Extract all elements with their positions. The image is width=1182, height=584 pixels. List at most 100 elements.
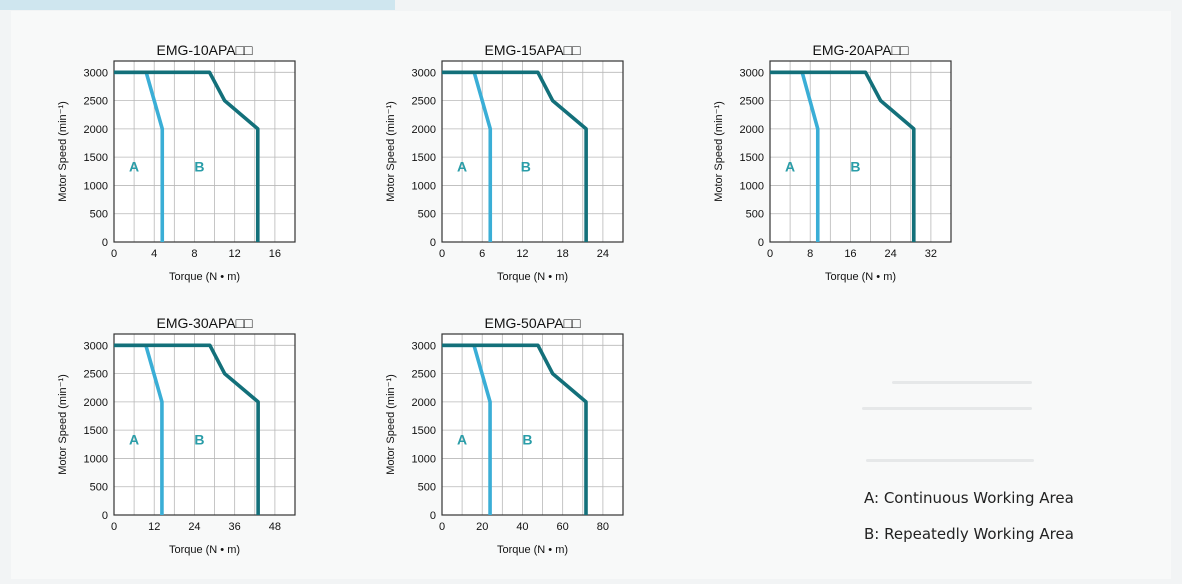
y-tick-label: 2000 bbox=[84, 124, 108, 136]
y-tick-label: 1000 bbox=[740, 180, 764, 192]
plot-background bbox=[114, 334, 295, 515]
x-tick-label: 0 bbox=[767, 248, 773, 260]
faint-line-2 bbox=[862, 407, 1032, 410]
chart-title: EMG-20APA□□ bbox=[812, 42, 909, 58]
chart-4: A B 0 12 24 36 48 0 500 1000 1500 2000 2500 3000 EMG-3… bbox=[57, 315, 296, 556]
x-axis-label: Torque (N • m) bbox=[169, 271, 240, 283]
y-tick-label: 500 bbox=[90, 209, 108, 221]
series-line-b bbox=[442, 343, 588, 515]
y-axis-label: Motor Speed (min⁻¹) bbox=[385, 374, 397, 475]
y-tick-label: 0 bbox=[430, 237, 436, 249]
y-tick-label: 2000 bbox=[740, 124, 764, 136]
area-label-b: B bbox=[194, 158, 204, 174]
faint-line-1 bbox=[892, 381, 1032, 384]
x-tick-label: 12 bbox=[516, 248, 528, 260]
plot-frame bbox=[113, 60, 296, 243]
area-label-a: A bbox=[457, 158, 467, 174]
chart-title: EMG-50APA□□ bbox=[484, 315, 581, 331]
x-tick-label: 36 bbox=[229, 521, 241, 533]
x-tick-label: 32 bbox=[925, 248, 937, 260]
y-tick-label: 1500 bbox=[84, 425, 108, 437]
legend-repeated-area: B: Repeatedly Working Area bbox=[864, 525, 1074, 543]
plot-frame bbox=[441, 333, 624, 516]
x-tick-label: 0 bbox=[111, 248, 117, 260]
x-tick-label: 0 bbox=[439, 521, 445, 533]
series-line-b bbox=[114, 70, 260, 242]
y-tick-label: 0 bbox=[758, 237, 764, 249]
x-tick-label: 6 bbox=[479, 248, 485, 260]
y-tick-label: 1500 bbox=[84, 152, 108, 164]
x-tick-label: 20 bbox=[476, 521, 488, 533]
y-tick-label: 1500 bbox=[412, 152, 436, 164]
y-tick-label: 1500 bbox=[740, 152, 764, 164]
x-tick-label: 80 bbox=[597, 521, 609, 533]
chart-title: EMG-10APA□□ bbox=[156, 42, 253, 58]
x-tick-label: 48 bbox=[269, 521, 281, 533]
y-tick-label: 2000 bbox=[84, 397, 108, 409]
chart-1: A B 0 4 8 12 16 0 500 1000 1500 2000 2500 3000 EMG-10A… bbox=[57, 42, 296, 283]
x-tick-label: 12 bbox=[229, 248, 241, 260]
plot-frame bbox=[113, 333, 296, 516]
chart-5: A B 0 20 40 60 80 0 500 1000 1500 2000 2500 3000 EMG-5… bbox=[385, 315, 624, 556]
x-tick-label: 18 bbox=[557, 248, 569, 260]
y-tick-label: 0 bbox=[102, 237, 108, 249]
area-label-a: A bbox=[785, 158, 795, 174]
y-tick-label: 2500 bbox=[740, 96, 764, 108]
series-line-b bbox=[770, 70, 916, 242]
area-label-b: B bbox=[850, 158, 860, 174]
y-tick-label: 3000 bbox=[84, 67, 108, 79]
area-label-a: A bbox=[129, 431, 139, 447]
y-axis-label: Motor Speed (min⁻¹) bbox=[57, 101, 69, 202]
chart-3: A B 0 8 16 24 32 0 500 1000 1500 2000 2500 3000 EMG-20… bbox=[713, 42, 952, 283]
area-label-b: B bbox=[194, 431, 204, 447]
y-tick-label: 500 bbox=[746, 209, 764, 221]
x-tick-label: 4 bbox=[151, 248, 157, 260]
y-tick-label: 2500 bbox=[84, 96, 108, 108]
y-tick-label: 0 bbox=[430, 510, 436, 522]
y-tick-label: 2500 bbox=[412, 369, 436, 381]
chart-2: A B 0 6 12 18 24 0 500 1000 1500 2000 2500 3000 EMG-15… bbox=[385, 42, 624, 283]
x-axis-label: Torque (N • m) bbox=[169, 544, 240, 556]
y-axis-label: Motor Speed (min⁻¹) bbox=[713, 101, 725, 202]
y-tick-label: 1000 bbox=[84, 453, 108, 465]
header-band bbox=[0, 0, 395, 10]
y-tick-label: 2000 bbox=[412, 397, 436, 409]
plot-background bbox=[442, 61, 623, 242]
faint-line-3 bbox=[866, 459, 1034, 462]
chart-title: EMG-15APA□□ bbox=[484, 42, 581, 58]
y-tick-label: 500 bbox=[418, 482, 436, 494]
x-axis-label: Torque (N • m) bbox=[497, 544, 568, 556]
y-tick-label: 3000 bbox=[84, 340, 108, 352]
x-tick-label: 0 bbox=[439, 248, 445, 260]
x-axis-label: Torque (N • m) bbox=[825, 271, 896, 283]
area-label-b: B bbox=[521, 158, 531, 174]
y-tick-label: 2000 bbox=[412, 124, 436, 136]
plot-background bbox=[114, 61, 295, 242]
y-tick-label: 3000 bbox=[740, 67, 764, 79]
series-line-b bbox=[114, 343, 260, 515]
series-line-b bbox=[442, 70, 588, 242]
x-tick-label: 24 bbox=[885, 248, 897, 260]
x-tick-label: 16 bbox=[269, 248, 281, 260]
y-tick-label: 0 bbox=[102, 510, 108, 522]
y-tick-label: 1000 bbox=[412, 180, 436, 192]
legend-continuous-area: A: Continuous Working Area bbox=[864, 489, 1074, 507]
y-tick-label: 1000 bbox=[412, 453, 436, 465]
y-axis-label: Motor Speed (min⁻¹) bbox=[385, 101, 397, 202]
area-label-b: B bbox=[522, 431, 532, 447]
area-label-a: A bbox=[129, 158, 139, 174]
y-tick-label: 3000 bbox=[412, 340, 436, 352]
y-tick-label: 2500 bbox=[412, 96, 436, 108]
x-tick-label: 8 bbox=[807, 248, 813, 260]
plot-frame bbox=[441, 60, 624, 243]
plot-background bbox=[770, 61, 951, 242]
x-axis-label: Torque (N • m) bbox=[497, 271, 568, 283]
area-label-a: A bbox=[457, 431, 467, 447]
y-tick-label: 2500 bbox=[84, 369, 108, 381]
y-tick-label: 1500 bbox=[412, 425, 436, 437]
chart-title: EMG-30APA□□ bbox=[156, 315, 253, 331]
x-tick-label: 12 bbox=[148, 521, 160, 533]
x-tick-label: 16 bbox=[844, 248, 856, 260]
x-tick-label: 8 bbox=[191, 248, 197, 260]
